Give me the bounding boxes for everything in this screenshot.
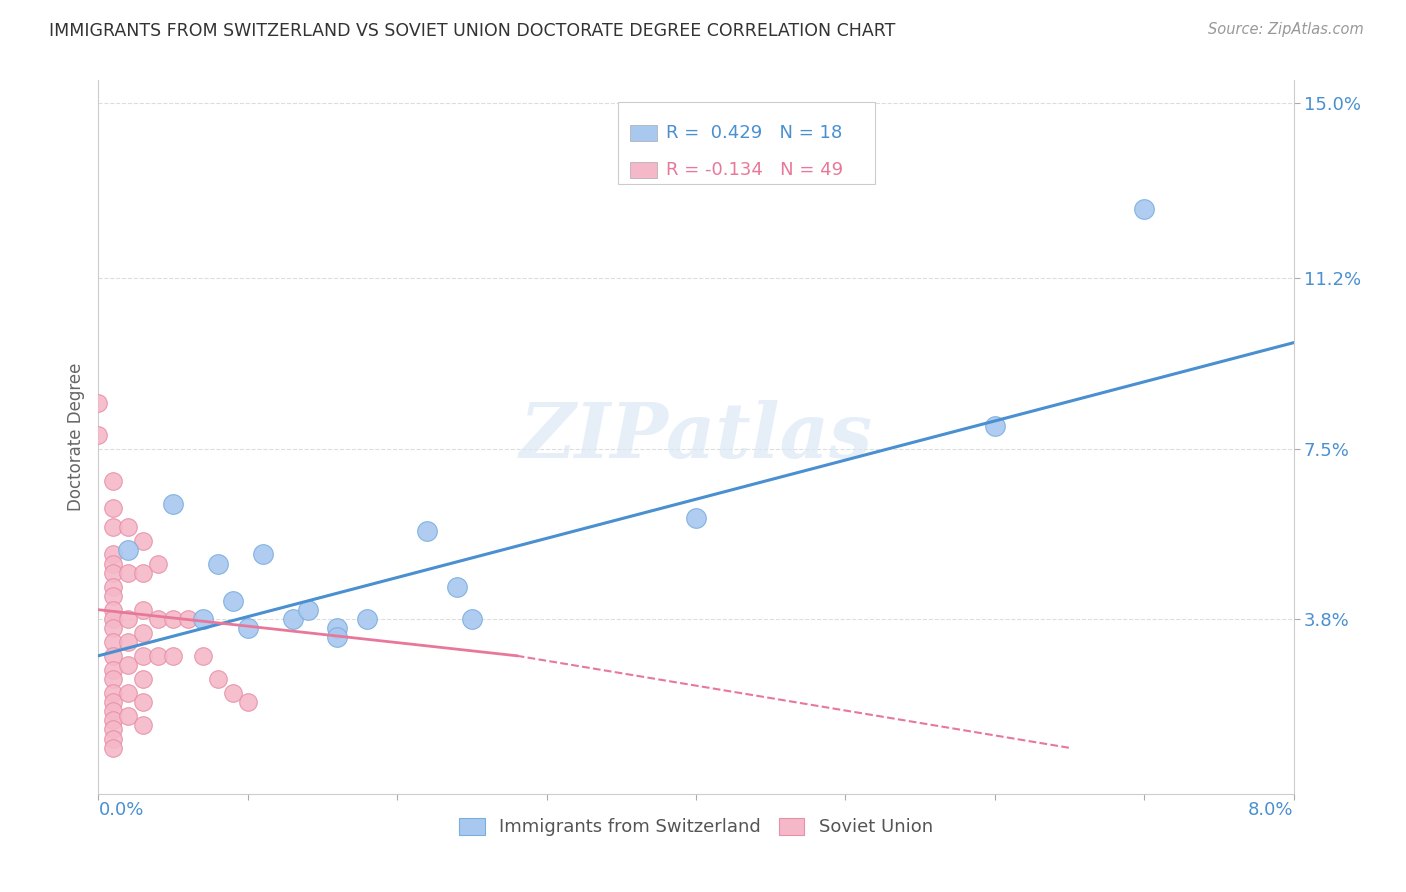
Point [103,557,125,571]
Point [103,566,125,580]
Point [117,612,139,626]
Point [103,603,125,617]
Point [132,566,155,580]
Point [117,520,139,534]
Point [191,648,214,663]
Point [984,418,1007,433]
Point [148,557,170,571]
Point [222,593,245,607]
Point [236,621,259,635]
Point [103,704,125,718]
Point [103,672,125,686]
Y-axis label: Doctorate Degree: Doctorate Degree [66,363,84,511]
Point [103,723,125,737]
Point [252,548,274,562]
Text: 8.0%: 8.0% [1249,801,1294,819]
Point [87,395,110,409]
FancyBboxPatch shape [619,102,876,184]
Point [117,635,139,649]
Point [207,557,229,571]
Point [103,580,125,594]
Point [191,612,214,626]
Point [236,695,259,709]
Point [148,612,170,626]
Text: IMMIGRANTS FROM SWITZERLAND VS SOVIET UNION DOCTORATE DEGREE CORRELATION CHART: IMMIGRANTS FROM SWITZERLAND VS SOVIET UN… [49,22,896,40]
FancyBboxPatch shape [630,125,657,141]
Legend: Immigrants from Switzerland, Soviet Union: Immigrants from Switzerland, Soviet Unio… [450,809,942,846]
Point [103,501,125,516]
Point [162,612,184,626]
Point [132,672,155,686]
Point [103,695,125,709]
Point [148,648,170,663]
Point [281,612,304,626]
Point [132,718,155,732]
Point [103,731,125,746]
Point [132,603,155,617]
Point [117,542,139,557]
Point [162,648,184,663]
Point [416,524,439,539]
Point [103,612,125,626]
Point [103,520,125,534]
Point [132,695,155,709]
Point [103,685,125,699]
Point [117,566,139,580]
Point [177,612,200,626]
Point [117,685,139,699]
Point [356,612,378,626]
Point [103,713,125,727]
Point [132,625,155,640]
Text: R =  0.429   N = 18: R = 0.429 N = 18 [666,124,842,142]
Text: R = -0.134   N = 49: R = -0.134 N = 49 [666,161,844,179]
Point [103,621,125,635]
Point [685,510,707,524]
Point [207,672,229,686]
Point [103,548,125,562]
Point [103,663,125,677]
Point [103,589,125,603]
Point [103,740,125,755]
Point [446,580,468,594]
Text: ZIPatlas: ZIPatlas [519,401,873,474]
Point [103,648,125,663]
Point [132,648,155,663]
Point [117,708,139,723]
Point [326,621,349,635]
Text: 0.0%: 0.0% [98,801,143,819]
Point [222,685,245,699]
Point [103,474,125,488]
Text: Source: ZipAtlas.com: Source: ZipAtlas.com [1208,22,1364,37]
Point [461,612,484,626]
Point [162,497,184,511]
FancyBboxPatch shape [630,162,657,178]
Point [1133,202,1156,217]
Point [117,657,139,672]
Point [103,635,125,649]
Point [87,427,110,442]
Point [326,631,349,645]
Point [297,603,319,617]
Point [132,533,155,548]
